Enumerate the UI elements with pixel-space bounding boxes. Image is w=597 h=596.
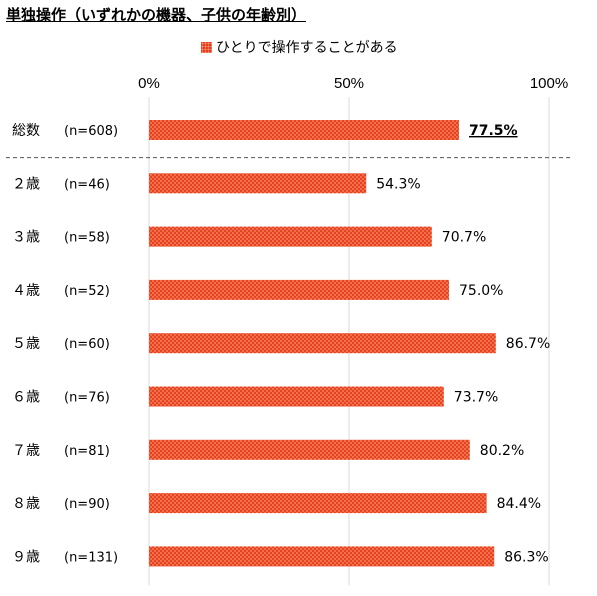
legend: ひとりで操作することがある	[201, 37, 398, 57]
data-label: 70.7%	[442, 230, 486, 246]
bar	[149, 173, 367, 194]
sample-size-label: (n=131)	[64, 550, 118, 565]
x-tick-label: 50%	[334, 75, 364, 92]
sample-size-label: (n=76)	[64, 391, 110, 406]
data-label: 86.7%	[506, 336, 550, 352]
category-label: ９歳	[12, 549, 40, 565]
category-label: ５歳	[12, 336, 40, 352]
data-label: 86.3%	[504, 549, 548, 565]
sample-size-label: (n=46)	[64, 177, 110, 192]
data-label: 73.7%	[454, 390, 498, 406]
data-label: 80.2%	[480, 443, 524, 459]
bar	[149, 279, 449, 300]
bar	[149, 439, 470, 460]
category-label: ２歳	[12, 176, 40, 192]
data-label: 75.0%	[459, 283, 503, 299]
legend-label: ひとりで操作することがある	[216, 40, 398, 56]
bar	[149, 493, 487, 514]
x-tick-label: 100%	[530, 75, 568, 92]
bar	[149, 386, 444, 407]
data-label: 77.5%	[469, 123, 518, 139]
sample-size-label: (n=60)	[64, 337, 110, 352]
sample-size-label: (n=608)	[64, 124, 118, 139]
category-label: ３歳	[12, 230, 40, 246]
category-label: ４歳	[12, 283, 40, 299]
sample-size-label: (n=81)	[64, 444, 110, 459]
data-label: 54.3%	[376, 176, 420, 192]
category-label: ８歳	[12, 496, 40, 512]
bar	[149, 226, 432, 247]
sample-size-label: (n=52)	[64, 284, 110, 299]
data-label: 84.4%	[497, 496, 541, 512]
category-label: 総数	[12, 123, 40, 139]
sample-size-label: (n=90)	[64, 497, 110, 512]
bar	[149, 546, 495, 567]
legend-swatch	[201, 41, 212, 53]
sample-size-label: (n=58)	[64, 231, 110, 246]
category-label: ６歳	[12, 390, 40, 406]
bar	[149, 333, 496, 354]
chart-title: 単独操作（いずれかの機器、子供の年齢別）	[6, 6, 307, 24]
category-label: ７歳	[12, 443, 40, 459]
bar	[149, 120, 459, 140]
x-tick-label: 0%	[138, 75, 160, 92]
